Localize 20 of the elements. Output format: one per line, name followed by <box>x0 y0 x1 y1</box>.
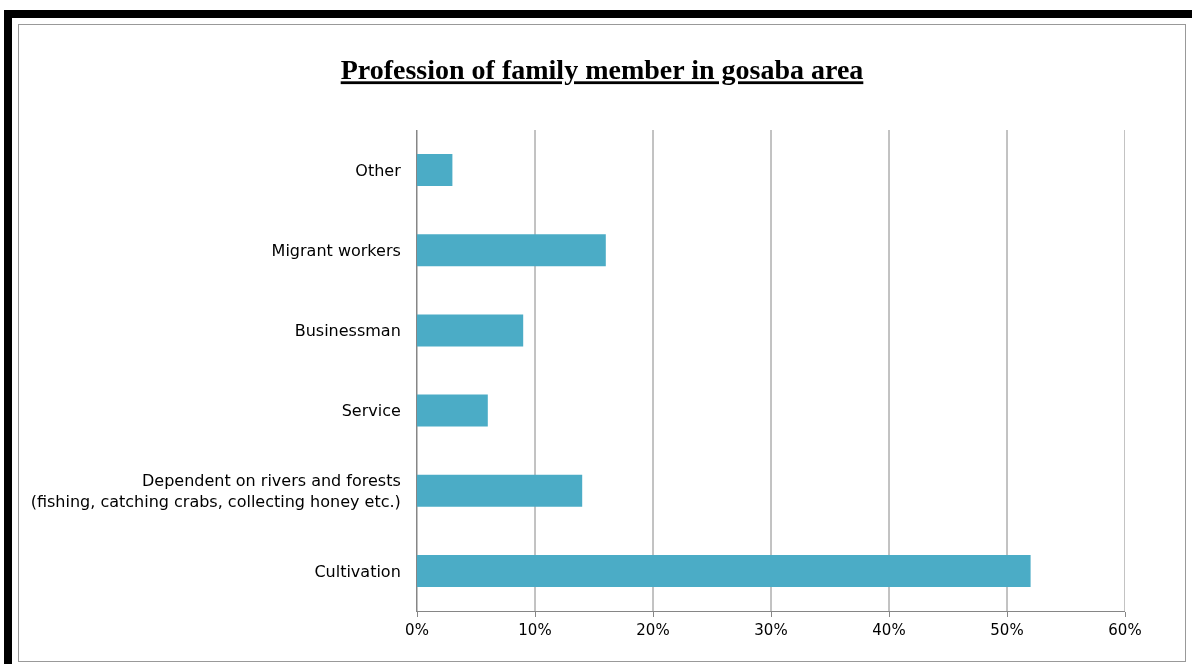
x-tick-label: 20% <box>636 621 670 639</box>
bar <box>417 474 583 507</box>
x-tick-label: 60% <box>1108 621 1142 639</box>
x-tick-label: 50% <box>990 621 1024 639</box>
y-tick-label: Other <box>355 160 402 180</box>
y-tick-label: Businessman <box>294 321 401 341</box>
y-tick-label: Dependent on rivers and forests (fishing, catching crabs, collecting honey etc.) <box>30 470 401 511</box>
x-tick-label: 10% <box>518 621 552 639</box>
chart-title: Profession of family member in gosaba area <box>340 54 864 86</box>
x-tick-label: 0% <box>405 621 429 639</box>
bar <box>417 314 524 347</box>
x-tick-label: 40% <box>872 621 906 639</box>
y-tick-label: Migrant workers <box>271 240 401 260</box>
x-tick-label: 30% <box>754 621 788 639</box>
bar <box>417 394 488 427</box>
bar <box>417 554 1031 587</box>
bar <box>417 234 606 267</box>
y-tick-label: Service <box>341 401 401 421</box>
y-tick-label: Cultivation <box>314 561 401 581</box>
bar <box>417 154 453 187</box>
